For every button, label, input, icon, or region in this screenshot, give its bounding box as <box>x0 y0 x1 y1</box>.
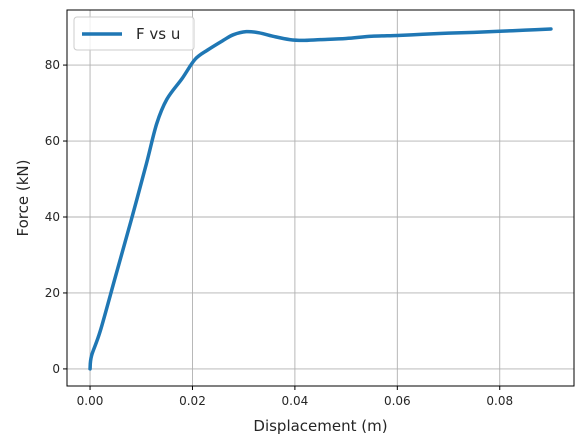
y-tick-label: 0 <box>52 362 60 376</box>
y-tick-label: 20 <box>45 286 60 300</box>
x-tick-label: 0.00 <box>77 394 104 408</box>
y-tick-label: 60 <box>45 134 60 148</box>
grid <box>67 10 574 386</box>
x-axis-label: Displacement (m) <box>253 417 387 435</box>
legend-box <box>73 16 195 51</box>
legend-label: F vs u <box>136 25 180 43</box>
y-axis-label: Force (kN) <box>14 160 32 237</box>
x-tick-label: 0.04 <box>282 394 309 408</box>
legend: F vs u <box>73 16 195 51</box>
y-tick-label: 40 <box>45 210 60 224</box>
x-tick-label: 0.06 <box>384 394 411 408</box>
y-axis: 0 20 40 60 80 <box>45 58 67 376</box>
x-axis: 0.00 0.02 0.04 0.06 0.08 <box>77 386 513 408</box>
plot-area-frame <box>66 9 575 387</box>
series-layer <box>88 27 553 371</box>
series-line <box>88 27 553 371</box>
x-tick-label: 0.02 <box>179 394 206 408</box>
y-tick-label: 80 <box>45 58 60 72</box>
x-tick-label: 0.08 <box>486 394 513 408</box>
